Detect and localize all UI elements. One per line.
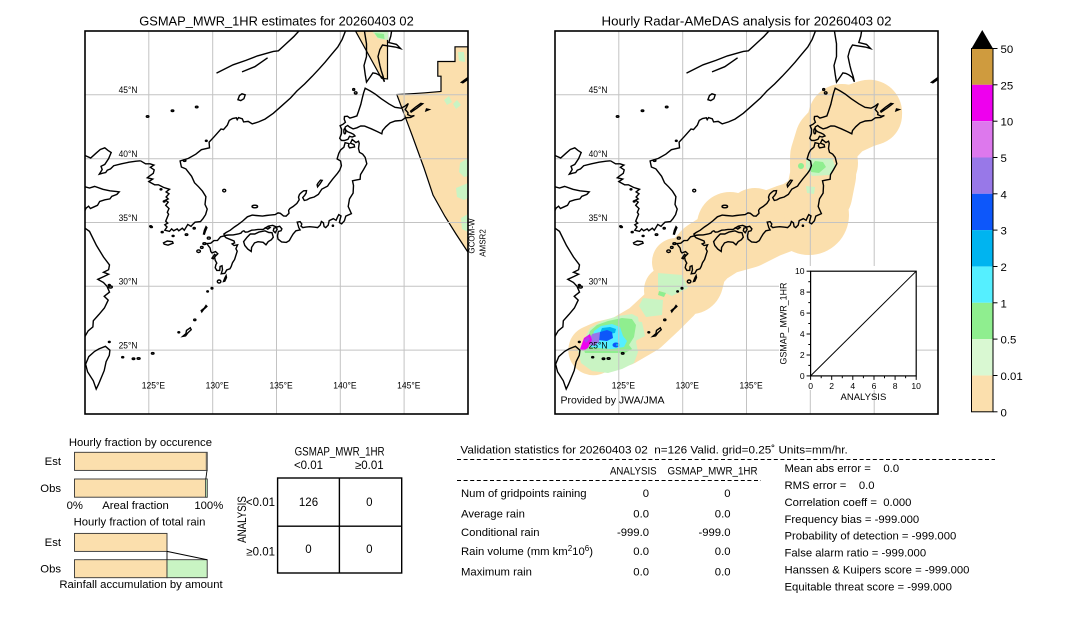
svg-text:35°N: 35°N [589, 213, 608, 223]
svg-text:False alarm ratio = -999.000: False alarm ratio = -999.000 [785, 548, 927, 560]
svg-text:50: 50 [1001, 44, 1014, 56]
svg-text:AMSR2: AMSR2 [479, 229, 488, 257]
svg-text:130°E: 130°E [676, 381, 699, 391]
svg-text:Est: Est [45, 537, 62, 549]
svg-text:Hanssen & Kuipers score = -999: Hanssen & Kuipers score = -999.000 [785, 565, 970, 577]
svg-text:130°E: 130°E [206, 381, 229, 391]
svg-text:ANALYSIS: ANALYSIS [237, 496, 249, 543]
svg-text:Provided by JWA/JMA: Provided by JWA/JMA [561, 394, 665, 406]
svg-text:Num of gridpoints raining: Num of gridpoints raining [461, 488, 587, 500]
svg-text:35°N: 35°N [119, 213, 138, 223]
svg-text:2: 2 [829, 381, 834, 391]
svg-text:GSMAP_MWR_1HR: GSMAP_MWR_1HR [668, 466, 758, 478]
svg-text:2: 2 [800, 350, 805, 360]
svg-text:100%: 100% [194, 500, 223, 512]
svg-text:GCOM-W: GCOM-W [468, 218, 477, 254]
svg-text:25: 25 [1001, 80, 1014, 92]
svg-text:Validation statistics for 2026: Validation statistics for 20260403 02 n=… [460, 445, 847, 457]
svg-text:ANALYSIS: ANALYSIS [610, 466, 657, 478]
svg-text:1: 1 [1001, 298, 1007, 310]
svg-text:-999.0: -999.0 [617, 527, 649, 539]
svg-text:0: 0 [643, 488, 649, 500]
svg-text:45°N: 45°N [589, 85, 608, 95]
svg-text:Average rain: Average rain [461, 508, 525, 520]
svg-text:RMS error = 0.0: RMS error = 0.0 [785, 480, 875, 492]
svg-text:<0.01: <0.01 [246, 497, 275, 509]
svg-text:Correlation coeff = 0.000: Correlation coeff = 0.000 [785, 497, 912, 509]
svg-text:10: 10 [911, 381, 921, 391]
svg-text:10: 10 [795, 266, 805, 276]
svg-text:Maximum rain: Maximum rain [461, 567, 532, 579]
svg-text:-999.0: -999.0 [698, 527, 730, 539]
svg-text:8: 8 [893, 381, 898, 391]
svg-text:Rain volume (mm km2106): Rain volume (mm km2106) [461, 544, 593, 559]
svg-text:30°N: 30°N [589, 277, 608, 287]
svg-text:8: 8 [800, 287, 805, 297]
svg-text:4: 4 [1001, 189, 1007, 201]
svg-text:0.0: 0.0 [715, 508, 731, 520]
svg-text:0.0: 0.0 [715, 567, 731, 579]
svg-text:Probability of detection = -99: Probability of detection = -999.000 [785, 531, 957, 543]
svg-text:≥0.01: ≥0.01 [246, 547, 275, 559]
svg-text:≥0.01: ≥0.01 [355, 460, 384, 472]
svg-text:0: 0 [366, 544, 372, 556]
svg-text:0: 0 [800, 371, 805, 381]
svg-text:140°E: 140°E [333, 381, 356, 391]
svg-text:45°N: 45°N [119, 85, 138, 95]
svg-text:2: 2 [1001, 262, 1007, 274]
svg-text:Obs: Obs [40, 564, 61, 576]
svg-text:0.0: 0.0 [633, 546, 649, 558]
svg-text:40°N: 40°N [119, 149, 138, 159]
svg-text:3: 3 [1001, 226, 1007, 238]
svg-text:0: 0 [305, 544, 311, 556]
svg-text:GSMAP_MWR_1HR: GSMAP_MWR_1HR [295, 446, 385, 458]
svg-text:135°E: 135°E [739, 381, 762, 391]
svg-text:<0.01: <0.01 [294, 460, 323, 472]
svg-text:Rainfall accumulation by amoun: Rainfall accumulation by amount [59, 579, 223, 591]
svg-text:Areal fraction: Areal fraction [102, 500, 169, 512]
svg-text:6: 6 [872, 381, 877, 391]
svg-text:0: 0 [808, 381, 813, 391]
svg-text:Hourly Radar-AMeDAS analysis f: Hourly Radar-AMeDAS analysis for 2026040… [602, 14, 892, 29]
svg-text:145°E: 145°E [397, 381, 420, 391]
svg-text:30°N: 30°N [119, 277, 138, 287]
svg-text:Hourly fraction of total rain: Hourly fraction of total rain [74, 517, 206, 529]
svg-text:125°E: 125°E [142, 381, 165, 391]
svg-text:Conditional rain: Conditional rain [461, 527, 540, 539]
svg-text:125°E: 125°E [612, 381, 635, 391]
svg-text:Est: Est [45, 456, 62, 468]
svg-text:0.0: 0.0 [633, 567, 649, 579]
svg-text:Hourly fraction by occurence: Hourly fraction by occurence [69, 437, 212, 449]
svg-text:0: 0 [724, 488, 730, 500]
svg-text:126: 126 [299, 497, 318, 509]
svg-text:Frequency bias = -999.000: Frequency bias = -999.000 [785, 514, 920, 526]
svg-text:0.0: 0.0 [715, 546, 731, 558]
svg-text:GSMAP_MWR_1HR estimates for 20: GSMAP_MWR_1HR estimates for 20260403 02 [139, 14, 414, 29]
svg-text:GSMAP_MWR_1HR: GSMAP_MWR_1HR [779, 283, 789, 365]
svg-text:0.01: 0.01 [1001, 371, 1023, 383]
svg-text:0%: 0% [67, 500, 83, 512]
svg-text:4: 4 [850, 381, 855, 391]
svg-text:6: 6 [800, 308, 805, 318]
svg-text:Equitable threat score = -999.: Equitable threat score = -999.000 [785, 581, 952, 593]
svg-text:0.5: 0.5 [1001, 335, 1017, 347]
svg-text:4: 4 [800, 329, 805, 339]
svg-text:10: 10 [1001, 117, 1014, 129]
svg-text:Obs: Obs [40, 483, 61, 495]
svg-text:25°N: 25°N [119, 341, 138, 351]
svg-text:25°N: 25°N [589, 341, 608, 351]
svg-text:0: 0 [366, 497, 372, 509]
svg-text:0: 0 [1001, 407, 1007, 419]
svg-text:ANALYSIS: ANALYSIS [841, 392, 887, 403]
svg-text:135°E: 135°E [269, 381, 292, 391]
svg-text:Mean abs error = 0.0: Mean abs error = 0.0 [785, 463, 900, 475]
svg-text:0.0: 0.0 [633, 508, 649, 520]
svg-text:40°N: 40°N [589, 149, 608, 159]
svg-text:5: 5 [1001, 153, 1007, 165]
